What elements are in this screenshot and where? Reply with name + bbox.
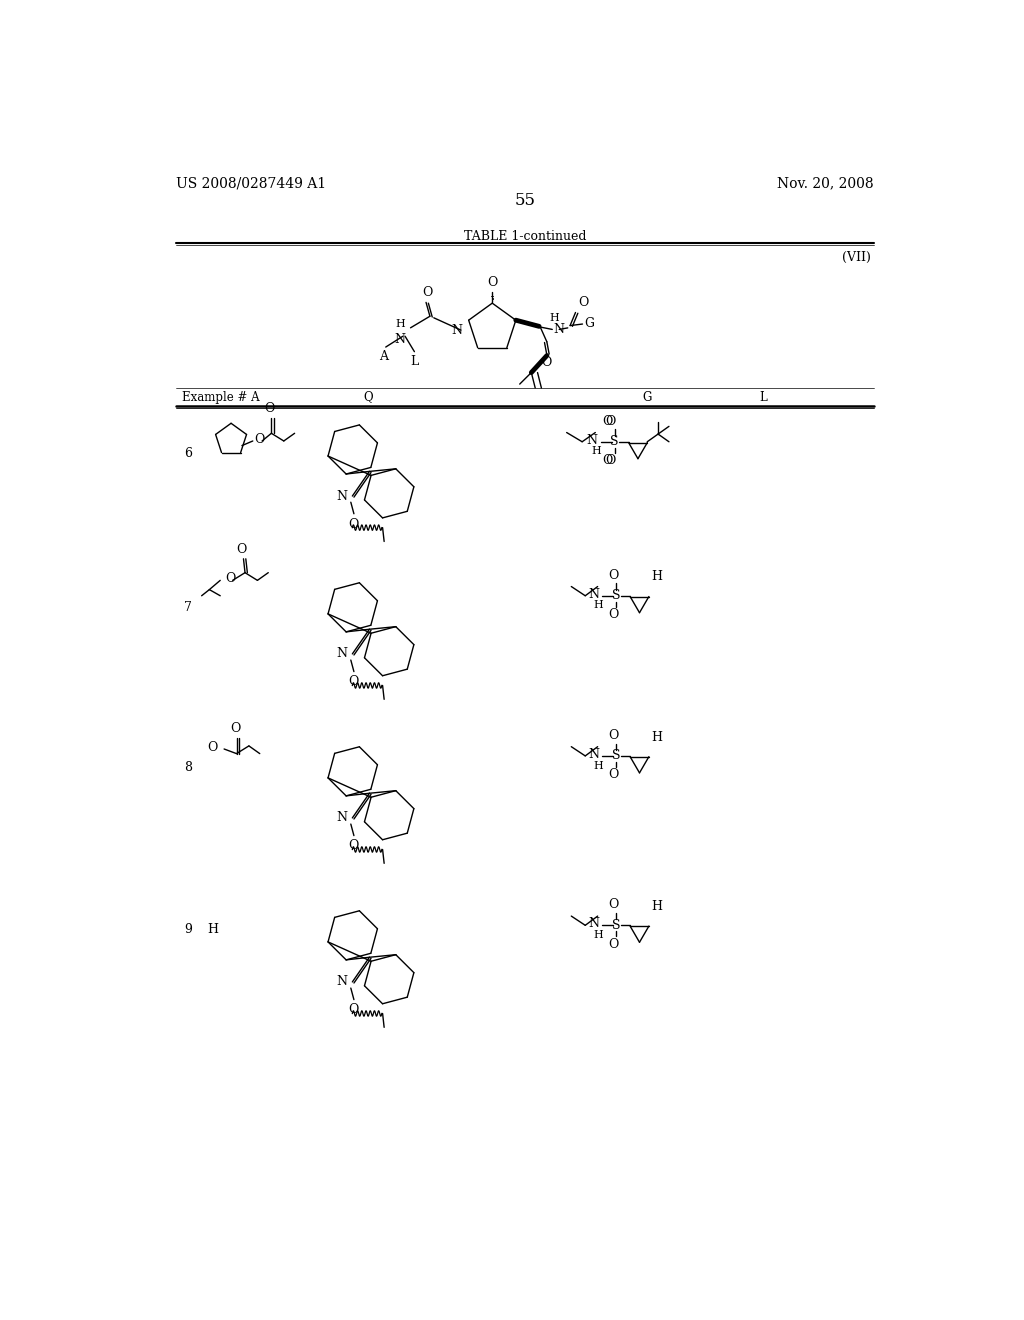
Text: TABLE 1-continued: TABLE 1-continued: [464, 231, 586, 243]
Text: H: H: [594, 929, 603, 940]
Text: O: O: [264, 401, 275, 414]
Text: O: O: [487, 276, 498, 289]
Text: Example # A: Example # A: [182, 391, 260, 404]
Text: N: N: [452, 323, 463, 337]
Text: O: O: [349, 840, 359, 853]
Text: H: H: [651, 730, 663, 743]
Text: N: N: [588, 587, 599, 601]
Text: O: O: [602, 414, 612, 428]
Text: H: H: [594, 601, 603, 610]
Text: A: A: [379, 350, 388, 363]
Text: N: N: [336, 975, 347, 989]
Text: H: H: [207, 923, 218, 936]
Text: 6: 6: [183, 446, 191, 459]
Text: O: O: [608, 899, 618, 911]
Text: (VII): (VII): [842, 251, 870, 264]
Text: O: O: [608, 729, 618, 742]
Text: O: O: [349, 517, 359, 531]
Text: O: O: [608, 569, 618, 582]
Text: O: O: [602, 454, 612, 467]
Text: Nov. 20, 2008: Nov. 20, 2008: [777, 176, 873, 190]
Text: S: S: [612, 750, 621, 763]
Text: N: N: [336, 490, 347, 503]
Text: H: H: [594, 760, 603, 771]
Text: O: O: [423, 286, 433, 300]
Text: O: O: [225, 573, 236, 585]
Text: O: O: [237, 543, 247, 556]
Text: O: O: [608, 768, 618, 781]
Text: 55: 55: [514, 193, 536, 210]
Text: O: O: [542, 356, 552, 370]
Text: O: O: [605, 454, 616, 467]
Text: N: N: [588, 748, 599, 760]
Text: US 2008/0287449 A1: US 2008/0287449 A1: [176, 176, 327, 190]
Text: S: S: [612, 919, 621, 932]
Text: N: N: [553, 323, 564, 335]
Text: N: N: [588, 917, 599, 931]
Text: O: O: [230, 722, 241, 735]
Text: O: O: [578, 296, 588, 309]
Text: S: S: [610, 436, 618, 449]
Text: O: O: [608, 937, 618, 950]
Text: O: O: [349, 676, 359, 689]
Text: N: N: [336, 812, 347, 825]
Text: S: S: [612, 589, 621, 602]
Text: H: H: [550, 313, 559, 323]
Text: 9: 9: [183, 923, 191, 936]
Text: G: G: [643, 391, 652, 404]
Text: O: O: [608, 609, 618, 622]
Text: O: O: [349, 1003, 359, 1016]
Text: 7: 7: [183, 601, 191, 614]
Text: L: L: [760, 391, 767, 404]
Text: N: N: [336, 647, 347, 660]
Text: L: L: [411, 355, 419, 368]
Text: 8: 8: [183, 760, 191, 774]
Text: O: O: [605, 414, 616, 428]
Text: H: H: [651, 570, 663, 583]
Text: Q: Q: [364, 391, 373, 404]
Text: H: H: [651, 900, 663, 913]
Text: N: N: [587, 434, 598, 446]
Text: N: N: [394, 333, 406, 346]
Text: O: O: [254, 433, 264, 446]
Text: H: H: [395, 319, 406, 329]
Text: H: H: [591, 446, 601, 457]
Text: O: O: [208, 741, 218, 754]
Text: G: G: [584, 317, 594, 330]
